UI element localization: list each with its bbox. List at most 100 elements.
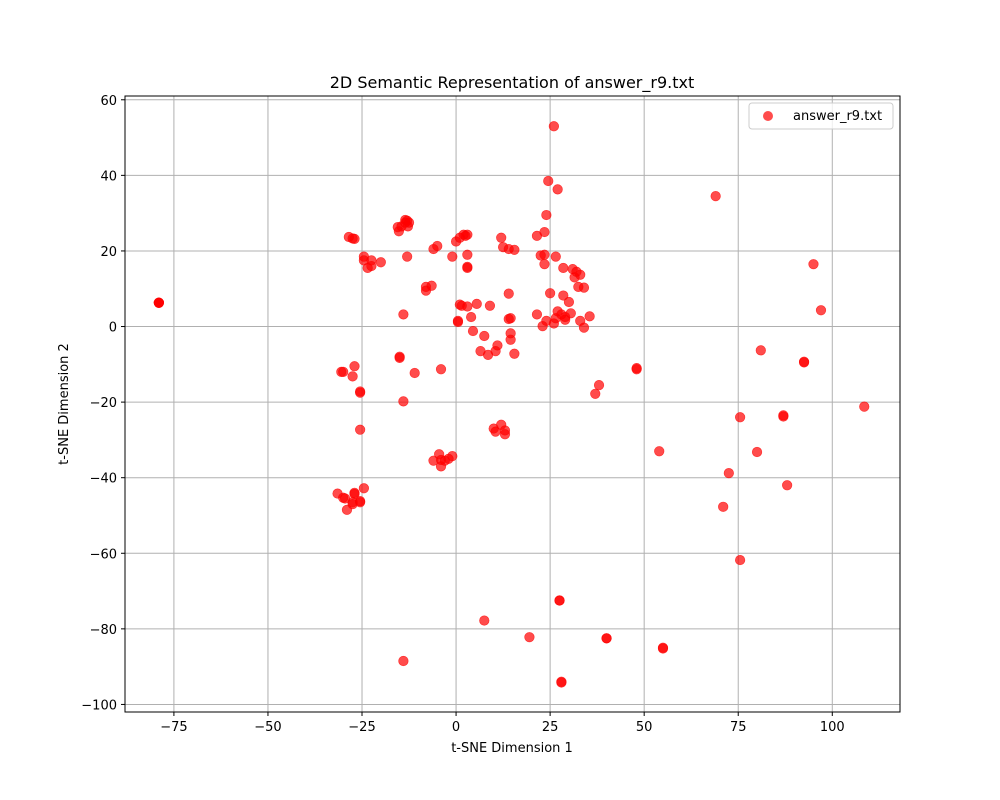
data-point bbox=[541, 209, 552, 221]
data-point bbox=[543, 175, 554, 187]
legend-label: answer_r9.txt bbox=[793, 109, 882, 124]
x-tick-label: 100 bbox=[820, 720, 845, 735]
y-tick-label: 20 bbox=[100, 245, 117, 260]
data-point bbox=[505, 313, 516, 324]
legend-marker bbox=[763, 111, 773, 121]
x-tick-label: 0 bbox=[452, 720, 460, 735]
data-point bbox=[403, 217, 415, 228]
data-point bbox=[778, 410, 789, 421]
data-point bbox=[539, 226, 550, 238]
data-point bbox=[492, 340, 503, 351]
data-point bbox=[499, 429, 511, 440]
data-point bbox=[710, 191, 721, 202]
data-point bbox=[539, 249, 550, 260]
data-point bbox=[402, 251, 413, 262]
data-point bbox=[815, 305, 827, 316]
data-point bbox=[509, 348, 520, 359]
data-point bbox=[479, 330, 490, 342]
data-point bbox=[336, 366, 347, 377]
x-tick-label: −50 bbox=[254, 720, 281, 735]
data-point bbox=[355, 424, 366, 435]
y-tick-label: 0 bbox=[109, 321, 117, 336]
data-point bbox=[657, 643, 669, 654]
y-tick-label: −100 bbox=[81, 698, 117, 713]
data-point bbox=[735, 412, 746, 423]
data-point bbox=[735, 554, 746, 566]
data-point bbox=[432, 240, 443, 252]
data-point bbox=[398, 396, 409, 407]
data-point bbox=[435, 364, 447, 375]
data-point bbox=[349, 488, 360, 500]
data-point bbox=[428, 455, 439, 466]
data-point bbox=[452, 316, 464, 328]
data-point bbox=[462, 229, 473, 240]
data-point bbox=[394, 352, 405, 363]
y-axis-ticks: −100 −80 −60 −40 −20 0 20 40 60 bbox=[81, 94, 125, 713]
data-point bbox=[462, 301, 473, 312]
data-point bbox=[755, 345, 766, 356]
data-point bbox=[355, 497, 366, 508]
data-point bbox=[808, 259, 819, 270]
data-point bbox=[484, 300, 496, 311]
data-point bbox=[550, 251, 561, 262]
plot-frame bbox=[124, 95, 901, 713]
data-point bbox=[798, 357, 810, 368]
data-points bbox=[153, 121, 870, 688]
data-point bbox=[398, 655, 409, 667]
data-point bbox=[447, 451, 458, 462]
data-point bbox=[782, 480, 793, 491]
data-point bbox=[563, 296, 575, 308]
data-point bbox=[718, 501, 729, 512]
data-point bbox=[462, 249, 473, 260]
data-point bbox=[426, 280, 437, 291]
data-point bbox=[524, 632, 535, 643]
data-point bbox=[466, 311, 477, 323]
data-point bbox=[462, 261, 473, 272]
data-point bbox=[349, 233, 360, 244]
data-point bbox=[545, 288, 556, 299]
data-point bbox=[751, 446, 763, 458]
y-tick-label: −20 bbox=[90, 396, 117, 411]
x-axis-label: t-SNE Dimension 1 bbox=[451, 741, 573, 756]
data-point bbox=[552, 184, 563, 195]
y-tick-label: 60 bbox=[100, 94, 117, 109]
data-point bbox=[584, 311, 595, 322]
x-tick-label: 75 bbox=[730, 720, 747, 735]
data-point bbox=[153, 297, 164, 308]
data-point bbox=[539, 259, 550, 270]
data-point bbox=[398, 309, 409, 320]
legend-box bbox=[748, 102, 894, 130]
x-tick-label: −75 bbox=[160, 720, 187, 735]
y-tick-label: −40 bbox=[90, 472, 117, 487]
data-point bbox=[654, 446, 665, 457]
data-point bbox=[558, 262, 569, 274]
data-point bbox=[479, 615, 490, 626]
legend: answer_r9.txt bbox=[748, 102, 894, 130]
y-axis-label: t-SNE Dimension 2 bbox=[57, 343, 72, 465]
data-point bbox=[496, 232, 507, 243]
data-point bbox=[723, 468, 734, 479]
data-point bbox=[349, 361, 360, 372]
data-point bbox=[556, 677, 567, 688]
data-point bbox=[375, 257, 386, 268]
chart-title: 2D Semantic Representation of answer_r9.… bbox=[330, 73, 694, 93]
data-point bbox=[503, 288, 514, 299]
y-tick-label: −60 bbox=[90, 547, 117, 562]
data-point bbox=[575, 269, 586, 280]
x-tick-label: −25 bbox=[348, 720, 375, 735]
data-point bbox=[471, 298, 482, 309]
grid-lines bbox=[125, 96, 900, 712]
data-point bbox=[531, 309, 543, 320]
data-point bbox=[409, 367, 420, 379]
data-point bbox=[358, 483, 369, 494]
data-point bbox=[631, 362, 642, 374]
y-tick-label: 40 bbox=[100, 169, 117, 184]
data-point bbox=[366, 260, 377, 272]
data-point bbox=[548, 121, 559, 132]
data-point bbox=[578, 322, 590, 333]
data-point bbox=[554, 595, 565, 606]
data-point bbox=[347, 371, 358, 382]
data-point bbox=[355, 387, 366, 398]
data-point bbox=[601, 633, 612, 644]
